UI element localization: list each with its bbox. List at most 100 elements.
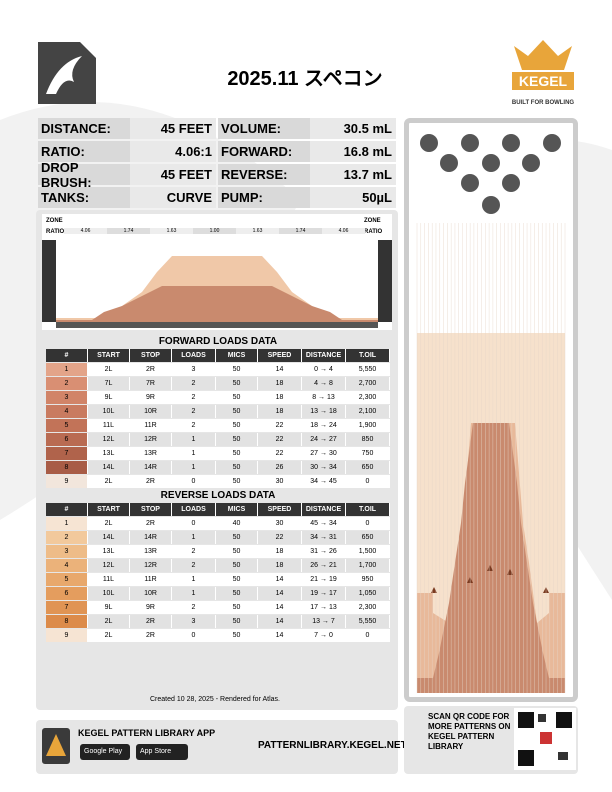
table-cell: 13L (88, 447, 130, 460)
table-cell: 12R (130, 433, 172, 446)
table-cell: 34 → 31 (302, 531, 346, 544)
table-cell: 50 (216, 601, 258, 614)
zone-label: ZONE (46, 218, 63, 224)
table-cell: 2R (130, 363, 172, 376)
row-number: 2 (46, 377, 88, 390)
brand: KEGEL (519, 73, 568, 89)
table-cell: 0 (172, 517, 216, 530)
app-store-badge[interactable]: App Store (136, 744, 188, 760)
table-cell: 1 (172, 447, 216, 460)
table-cell: 13R (130, 447, 172, 460)
zone-ratio: 1.74 (107, 228, 150, 234)
spec-value: 45 FEET (130, 164, 216, 185)
table-cell: 2L (88, 475, 130, 488)
qr-bar: SCAN QR CODE FOR MORE PATTERNS ON KEGEL … (404, 706, 578, 774)
table-cell: 13R (130, 545, 172, 558)
table-cell: 1 (172, 587, 216, 600)
table-cell: 50 (216, 419, 258, 432)
table-cell: 11L (88, 573, 130, 586)
spec-value: 30.5 mL (310, 118, 396, 139)
row-number: 8 (46, 615, 88, 628)
table-cell: 2 (172, 545, 216, 558)
table-cell: 750 (346, 447, 390, 460)
table-cell: 2R (130, 517, 172, 530)
table-cell: 8 → 13 (302, 391, 346, 404)
pattern-logo (38, 42, 96, 104)
table-cell: 18 (258, 559, 302, 572)
row-number: 9 (46, 629, 88, 642)
table-cell: 9R (130, 601, 172, 614)
table-cell: 1,050 (346, 587, 390, 600)
app-bar: KEGEL PATTERN LIBRARY APP Google Play Ap… (36, 720, 407, 774)
table-cell: 10L (88, 587, 130, 600)
ratio-label: RATIO (364, 229, 383, 235)
table-cell: 34 → 45 (302, 475, 346, 488)
column-header: SPEED (258, 503, 302, 516)
row-number: 3 (46, 391, 88, 404)
table-title: REVERSE LOADS DATA (160, 490, 276, 501)
table-cell: 14R (130, 461, 172, 474)
column-header: MICS (216, 349, 258, 362)
column-header: T.OIL (346, 503, 390, 516)
kegel-logo: KEGEL BUILT FOR BOWLING (512, 40, 575, 106)
table-cell: 9L (88, 601, 130, 614)
zone-ratio: 4.06 (322, 228, 365, 234)
table-cell: 14 (258, 587, 302, 600)
table-cell: 22 (258, 433, 302, 446)
column-header: LOADS (172, 349, 216, 362)
spec-label: TANKS: (38, 187, 130, 208)
table-cell: 13L (88, 545, 130, 558)
table-cell: 4 → 8 (302, 377, 346, 390)
table-cell: 30 (258, 475, 302, 488)
url[interactable]: PATTERNLIBRARY.KEGEL.NET (258, 740, 407, 751)
table-cell: 40 (216, 517, 258, 530)
zone-label: ZONE (364, 218, 381, 224)
table-cell: 1 (172, 531, 216, 544)
row-number: 5 (46, 573, 88, 586)
table-cell: 0 → 4 (302, 363, 346, 376)
spec-label: FORWARD: (218, 141, 310, 162)
table-cell: 1 (172, 433, 216, 446)
qr-code[interactable] (514, 708, 576, 770)
lane-graph (416, 134, 566, 693)
row-number: 3 (46, 545, 88, 558)
table-cell: 14 (258, 573, 302, 586)
table-cell: 50 (216, 629, 258, 642)
table-cell: 2 (172, 419, 216, 432)
spec-value: 16.8 mL (310, 141, 396, 162)
row-number: 4 (46, 559, 88, 572)
column-header: DISTANCE (302, 503, 346, 516)
table-cell: 2 (172, 601, 216, 614)
table-cell: 24 → 27 (302, 433, 346, 446)
table-cell: 14L (88, 531, 130, 544)
google-play-badge[interactable]: Google Play (80, 744, 130, 760)
table-cell: 50 (216, 433, 258, 446)
table-cell: 22 (258, 419, 302, 432)
table-cell: 12R (130, 559, 172, 572)
zone-ratio: 1.74 (279, 228, 322, 234)
table-cell: 2 (172, 559, 216, 572)
table-cell: 14L (88, 461, 130, 474)
table-cell: 18 (258, 391, 302, 404)
column-header: START (88, 503, 130, 516)
table-cell: 2 (172, 377, 216, 390)
table-cell: 7L (88, 377, 130, 390)
table-cell: 2L (88, 629, 130, 642)
table-cell: 0 (346, 517, 390, 530)
table-cell: 50 (216, 531, 258, 544)
table-cell: 10R (130, 405, 172, 418)
table-cell: 1,900 (346, 419, 390, 432)
table-cell: 22 (258, 531, 302, 544)
column-header: T.OIL (346, 349, 390, 362)
spec-value: 45 FEET (130, 118, 216, 139)
row-number: 2 (46, 531, 88, 544)
ratio-label: RATIO (46, 229, 65, 235)
zone-ratio: 1.63 (236, 228, 279, 234)
table-cell: 2 (172, 405, 216, 418)
table-cell: 650 (346, 531, 390, 544)
table-title: FORWARD LOADS DATA (158, 336, 278, 347)
table-cell: 3 (172, 363, 216, 376)
zone-ratio: 1.63 (150, 228, 193, 234)
row-number: 1 (46, 517, 88, 530)
tagline: BUILT FOR BOWLING (512, 100, 575, 106)
